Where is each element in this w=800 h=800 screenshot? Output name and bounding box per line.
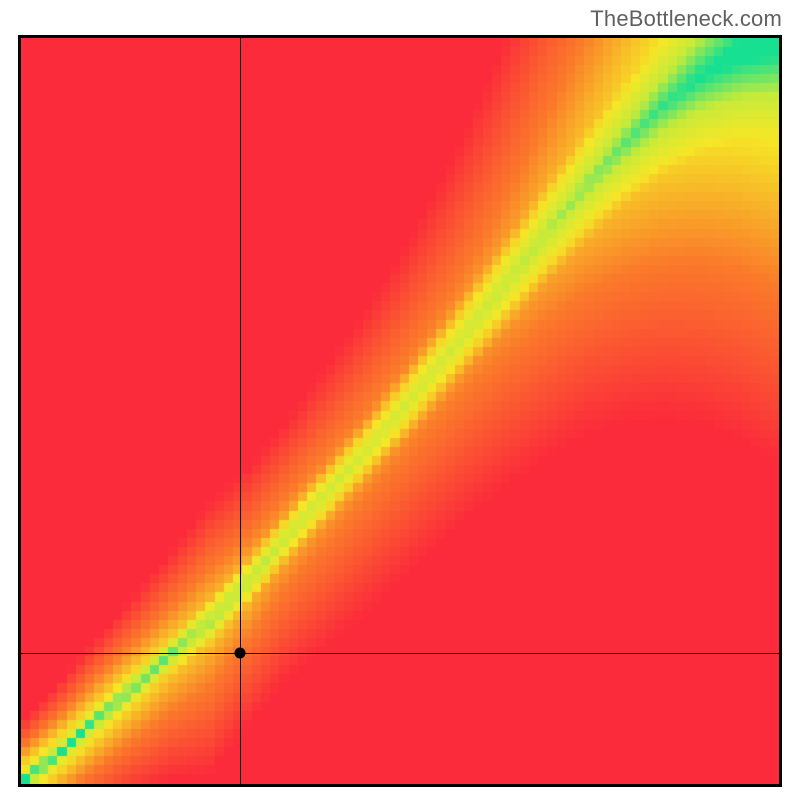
heatmap-canvas: [21, 38, 779, 784]
marker-dot: [235, 648, 246, 659]
heatmap-frame: [18, 35, 782, 787]
crosshair-vertical: [240, 38, 241, 784]
watermark-text: TheBottleneck.com: [590, 6, 782, 32]
crosshair-horizontal: [21, 653, 779, 654]
